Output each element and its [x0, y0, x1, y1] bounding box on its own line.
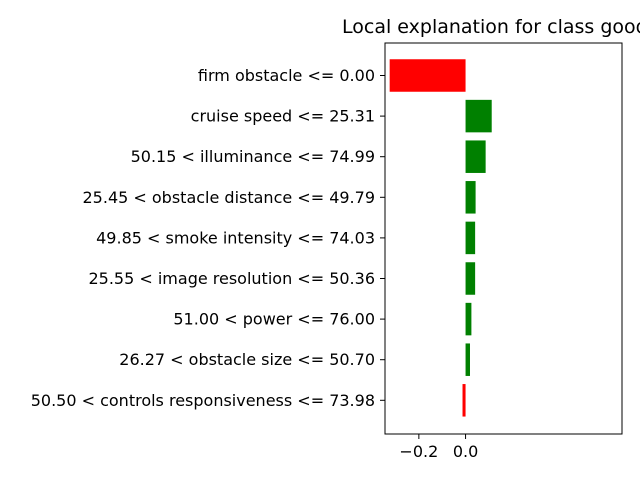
bars-group	[389, 59, 492, 417]
y-tick-labels: firm obstacle <= 0.00 cruise speed <= 25.…	[31, 66, 385, 410]
y-tick-label-4: 49.85 < smoke intensity <= 74.03	[96, 228, 375, 247]
x-tick-label-0: −0.2	[399, 442, 438, 461]
y-tick-label-1: cruise speed <= 25.31	[191, 107, 375, 126]
x-axis: −0.2 0.0	[399, 434, 478, 461]
x-tick-label-1: 0.0	[453, 442, 478, 461]
bar-2	[465, 140, 486, 173]
bar-4	[465, 221, 476, 255]
bar-8	[462, 384, 466, 417]
bar-0	[389, 59, 466, 92]
y-tick-label-0: firm obstacle <= 0.00	[198, 66, 375, 85]
plot-frame	[384, 42, 623, 435]
y-tick-label-7: 26.27 < obstacle size <= 50.70	[119, 350, 375, 369]
bar-5	[465, 262, 476, 295]
bar-3	[465, 181, 476, 214]
bar-7	[465, 343, 470, 376]
y-tick-label-8: 50.50 < controls responsiveness <= 73.98	[31, 391, 375, 410]
chart-title: Local explanation for class good	[342, 16, 640, 38]
y-tick-label-2: 50.15 < illuminance <= 74.99	[131, 147, 375, 166]
bar-1	[465, 99, 492, 133]
y-tick-label-5: 25.55 < image resolution <= 50.36	[88, 269, 375, 288]
y-tick-label-6: 51.00 < power <= 76.00	[173, 310, 375, 329]
bar-6	[465, 302, 472, 336]
y-tick-label-3: 25.45 < obstacle distance <= 49.79	[83, 188, 376, 207]
